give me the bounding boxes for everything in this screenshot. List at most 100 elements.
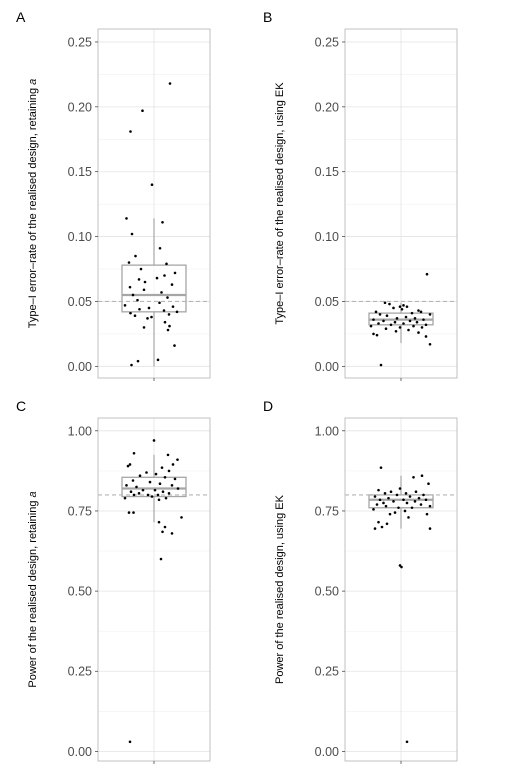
data-point	[173, 477, 177, 481]
data-point	[382, 501, 385, 505]
data-point	[171, 305, 175, 308]
y-tick-label: 0.75	[68, 504, 92, 518]
data-point	[379, 466, 383, 469]
data-point	[125, 484, 128, 487]
data-point	[163, 476, 167, 479]
data-point	[375, 503, 379, 506]
box-iqr	[121, 264, 187, 313]
y-tick-label: 0.15	[315, 165, 339, 179]
data-point	[157, 520, 161, 524]
data-point	[138, 474, 142, 478]
panel-c: 0.00 0.25 0.50 0.75 1.00 C Power of the realis…	[16, 398, 211, 764]
y-axis-title-text: Type–I error–rate of the realised design…	[27, 85, 39, 328]
data-point	[428, 527, 432, 530]
data-point	[170, 283, 174, 286]
data-point	[388, 302, 391, 306]
data-point	[388, 512, 392, 516]
data-point	[158, 301, 161, 305]
y-tick-label: 0.25	[315, 35, 339, 49]
panel-label: A	[16, 9, 26, 25]
data-point	[146, 317, 149, 320]
panel-d: 0.00 0.25 0.50 0.75 1.00 D Power of the realis…	[263, 398, 458, 764]
data-point	[410, 506, 414, 510]
data-point	[170, 484, 174, 487]
data-point	[397, 506, 400, 510]
data-point	[377, 520, 380, 524]
data-point	[394, 329, 398, 333]
data-point	[162, 309, 166, 312]
data-point	[382, 319, 385, 323]
data-point	[383, 301, 387, 305]
panel-b: 0.00 0.05 0.10 0.15 0.20 0.25 B Type–I error–ra…	[263, 9, 458, 381]
y-tick-label: 1.00	[68, 424, 92, 438]
data-point	[414, 490, 418, 494]
data-point	[402, 304, 405, 307]
data-point	[392, 306, 395, 310]
data-point	[424, 335, 428, 338]
data-point	[385, 522, 389, 526]
data-point	[129, 130, 132, 133]
data-point	[132, 451, 136, 455]
data-point	[417, 331, 420, 334]
data-point	[373, 495, 377, 498]
data-point	[131, 479, 135, 482]
data-point	[377, 322, 380, 325]
data-point	[143, 280, 147, 284]
panel-a: 0.00 0.05 0.10 0.15 0.20 0.25 A Type–I error–ra…	[16, 9, 211, 381]
data-point	[420, 474, 424, 478]
y-tick-label: 0.00	[68, 360, 92, 374]
y-tick-label: 1.00	[315, 424, 339, 438]
data-point	[415, 320, 419, 324]
y-tick-label: 0.00	[315, 745, 339, 759]
data-point	[156, 493, 160, 497]
y-tick-label: 0.50	[68, 585, 92, 599]
data-point	[158, 482, 162, 486]
data-point	[148, 480, 152, 484]
data-point	[133, 314, 137, 318]
data-point	[384, 327, 388, 330]
data-point	[407, 516, 410, 519]
data-point	[428, 342, 432, 346]
data-point	[428, 313, 432, 316]
data-point	[404, 492, 408, 495]
y-tick-label: 0.10	[68, 230, 92, 244]
data-point	[377, 488, 380, 492]
data-point	[158, 246, 162, 250]
data-point	[379, 363, 383, 367]
panel-label: B	[263, 9, 272, 25]
data-point	[387, 496, 390, 500]
data-point	[164, 496, 168, 500]
data-point	[127, 261, 131, 264]
data-point	[132, 511, 135, 514]
y-tick-label: 0.05	[68, 295, 92, 309]
y-axis-title: Type–I error–rate of the realised design…	[27, 79, 39, 329]
data-point	[163, 320, 167, 324]
data-point	[123, 304, 127, 307]
data-point	[398, 305, 402, 308]
data-point	[166, 328, 170, 332]
data-point	[130, 232, 134, 236]
y-tick-label: 0.05	[315, 295, 339, 309]
data-point	[168, 82, 172, 85]
data-point	[425, 512, 429, 516]
data-point	[153, 488, 157, 492]
y-tick-label: 0.10	[315, 230, 339, 244]
data-point	[378, 498, 382, 502]
data-point	[165, 262, 168, 266]
data-point	[134, 254, 137, 258]
data-point	[175, 310, 179, 314]
data-point	[408, 495, 412, 498]
y-axis-title-text: Type–I error–rate of the realised design…	[274, 82, 286, 325]
y-axis-title: Power of the realised design, retaining …	[27, 491, 39, 687]
data-point	[412, 324, 415, 328]
data-point	[168, 324, 171, 328]
y-axis-title-symbol: a	[27, 491, 39, 497]
data-point	[137, 278, 141, 281]
y-axis-title-text: Power of the realised design, using EK	[274, 494, 286, 684]
data-point	[395, 493, 399, 497]
data-point	[384, 504, 388, 508]
data-point	[404, 315, 408, 319]
data-point	[369, 324, 373, 328]
data-point	[398, 326, 402, 329]
